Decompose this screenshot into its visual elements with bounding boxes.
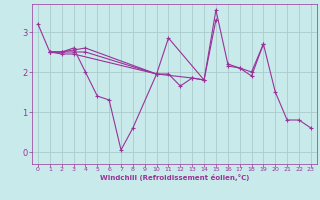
X-axis label: Windchill (Refroidissement éolien,°C): Windchill (Refroidissement éolien,°C) xyxy=(100,174,249,181)
